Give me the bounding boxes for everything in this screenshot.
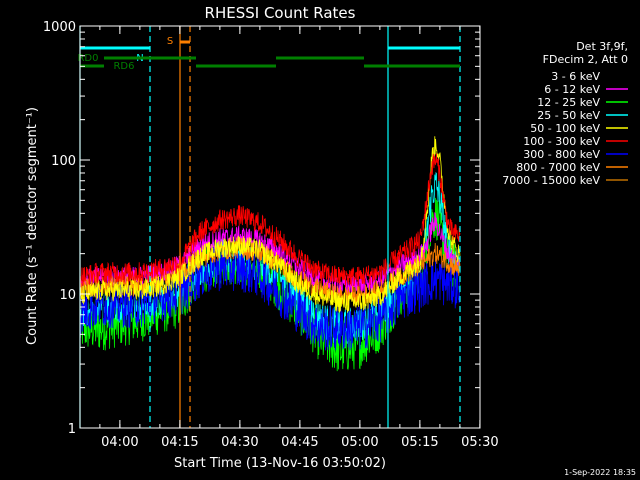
- y-tick-label: 1000: [43, 20, 76, 35]
- saa-bar-label: S: [167, 36, 173, 47]
- legend-header: FDecim 2, Att 0: [543, 53, 628, 66]
- series-line-1: [79, 211, 461, 296]
- plot-area: NSRD0RD6: [77, 26, 461, 428]
- legend-entry-label: 25 - 50 keV: [537, 109, 600, 122]
- y-tick-label: 100: [51, 154, 76, 169]
- legend-entry-label: 3 - 6 keV: [551, 70, 600, 83]
- y-tick-label: 10: [59, 288, 76, 303]
- legend-entry-label: 300 - 800 keV: [523, 148, 600, 161]
- series-line-4: [79, 136, 461, 313]
- attenuator-label-rd6: RD6: [113, 61, 134, 72]
- legend-entry-label: 12 - 25 keV: [537, 96, 600, 109]
- x-tick-label: 04:45: [281, 435, 318, 450]
- legend-header: Det 3f,9f,: [576, 40, 628, 53]
- plot-frame: [79, 25, 481, 429]
- x-tick-label: 05:00: [341, 435, 378, 450]
- legend-entry-label: 7000 - 15000 keV: [502, 174, 600, 187]
- series-line-5: [79, 153, 461, 288]
- y-axis-label: Count Rate (s⁻¹ detector segment⁻¹): [25, 107, 40, 345]
- legend-entry-label: 800 - 7000 keV: [516, 161, 600, 174]
- legend-entry-label: 100 - 300 keV: [523, 135, 600, 148]
- x-tick-label: 05:15: [401, 435, 438, 450]
- x-tick-label: 04:15: [161, 435, 198, 450]
- attenuator-label-rd0: RD0: [77, 53, 98, 64]
- x-tick-label: 04:30: [221, 435, 258, 450]
- x-tick-label: 04:00: [101, 435, 138, 450]
- footer-date: 1-Sep-2022 18:35: [564, 468, 636, 477]
- y-tick-label: 1: [68, 422, 76, 437]
- legend-entry-label: 6 - 12 keV: [544, 83, 600, 96]
- x-tick-label: 05:30: [461, 435, 498, 450]
- x-axis-label: Start Time (13-Nov-16 03:50:02): [174, 456, 386, 471]
- chart-title: RHESSI Count Rates: [205, 4, 356, 22]
- axes: 1 10 100 1000 04:00 04:15 04:30 04:45 05:00 05:15…: [43, 20, 499, 450]
- legend-entry-label: 50 - 100 keV: [530, 122, 600, 135]
